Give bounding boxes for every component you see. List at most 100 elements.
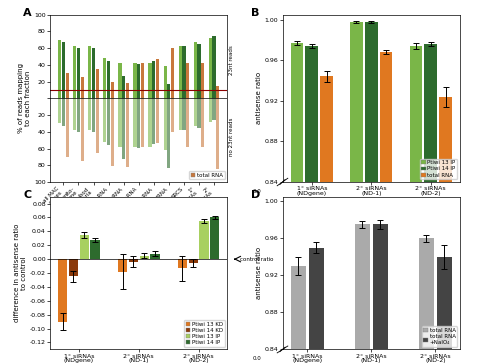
Bar xyxy=(58,98,61,123)
Bar xyxy=(137,64,140,98)
Bar xyxy=(156,98,159,143)
Bar xyxy=(156,59,159,98)
Bar xyxy=(69,259,78,277)
Bar xyxy=(80,98,84,161)
Legend: Ptiwi 13 IP, Ptiwi 14 IP, total RNA: Ptiwi 13 IP, Ptiwi 14 IP, total RNA xyxy=(420,159,457,179)
Bar xyxy=(380,52,392,364)
Bar xyxy=(436,257,452,364)
Bar xyxy=(171,48,174,98)
Bar xyxy=(164,67,166,98)
Bar xyxy=(290,43,303,364)
Bar xyxy=(122,76,126,98)
Bar xyxy=(216,86,220,98)
Text: 0.0: 0.0 xyxy=(252,356,261,361)
Bar xyxy=(198,44,200,98)
Legend: total RNA: total RNA xyxy=(190,171,224,179)
Legend: total RNA, total RNA
+NaIO₄: total RNA, total RNA +NaIO₄ xyxy=(422,327,457,347)
Text: C: C xyxy=(24,190,32,201)
Bar xyxy=(410,46,422,364)
Bar xyxy=(418,238,434,364)
Bar xyxy=(365,22,378,364)
Bar xyxy=(350,22,362,364)
Bar xyxy=(201,98,204,147)
Bar xyxy=(188,259,198,263)
Bar xyxy=(107,98,110,145)
Bar xyxy=(96,98,99,153)
Bar xyxy=(134,98,136,147)
Bar xyxy=(58,259,67,322)
Bar xyxy=(126,98,129,167)
Bar xyxy=(122,98,126,159)
Bar xyxy=(178,259,187,268)
Bar xyxy=(77,98,80,132)
Bar xyxy=(104,98,106,142)
Bar xyxy=(208,98,212,122)
Bar xyxy=(372,224,388,364)
Bar xyxy=(66,98,69,157)
Bar xyxy=(201,63,204,98)
Y-axis label: % of reads mapping
to each fraction: % of reads mapping to each fraction xyxy=(18,63,32,133)
Bar xyxy=(88,98,92,130)
Bar xyxy=(178,98,182,130)
Bar xyxy=(58,40,61,98)
Bar xyxy=(194,42,197,98)
Text: 23nt reads: 23nt reads xyxy=(230,45,234,75)
Bar xyxy=(186,63,190,98)
Bar xyxy=(90,240,100,259)
Bar xyxy=(440,97,452,364)
Bar xyxy=(80,235,89,259)
Bar xyxy=(118,259,127,272)
Bar xyxy=(168,84,170,98)
Bar xyxy=(118,98,122,147)
Bar xyxy=(210,217,220,259)
Bar xyxy=(200,221,208,259)
Bar xyxy=(208,38,212,98)
Bar xyxy=(152,98,156,144)
Bar xyxy=(150,254,160,259)
Bar xyxy=(194,98,197,126)
Bar xyxy=(148,63,152,98)
Bar xyxy=(111,98,114,166)
Bar xyxy=(107,62,110,98)
Y-axis label: difference in antisense ratio
to control: difference in antisense ratio to control xyxy=(14,224,27,322)
Bar xyxy=(178,46,182,98)
Y-axis label: antisense ratio: antisense ratio xyxy=(256,247,262,299)
Bar xyxy=(182,46,186,98)
Bar xyxy=(92,98,95,132)
Bar xyxy=(164,98,166,150)
Bar xyxy=(62,42,65,98)
Bar xyxy=(212,98,216,120)
Bar xyxy=(104,58,106,98)
Bar xyxy=(73,46,76,98)
Text: A: A xyxy=(24,8,32,18)
Bar xyxy=(168,98,170,168)
Bar xyxy=(77,48,80,98)
Bar xyxy=(354,224,370,364)
Bar xyxy=(80,77,84,98)
Bar xyxy=(88,46,92,98)
Bar xyxy=(118,63,122,98)
Bar xyxy=(129,259,138,262)
Bar xyxy=(290,266,306,364)
Bar xyxy=(111,82,114,98)
Bar xyxy=(73,98,76,130)
Bar xyxy=(308,248,324,364)
Text: D: D xyxy=(250,190,260,201)
Text: B: B xyxy=(250,8,259,18)
Legend: Ptiwi 13 KD, Ptiwi 14 KD, Ptiwi 13 IP, Ptiwi 14 IP: Ptiwi 13 KD, Ptiwi 14 KD, Ptiwi 13 IP, P… xyxy=(184,320,224,347)
Y-axis label: antisense ratio: antisense ratio xyxy=(256,72,262,124)
Bar xyxy=(306,46,318,364)
Bar xyxy=(186,98,190,147)
Bar xyxy=(424,44,437,364)
Text: no 23nt reads: no 23nt reads xyxy=(230,118,234,156)
Text: control ratio: control ratio xyxy=(240,257,274,262)
Bar xyxy=(152,60,156,98)
Bar xyxy=(62,98,65,126)
Bar xyxy=(148,98,152,147)
Bar xyxy=(198,98,200,127)
Bar xyxy=(182,98,186,130)
Bar xyxy=(212,36,216,98)
Bar xyxy=(66,73,69,98)
Bar xyxy=(216,98,220,169)
Bar xyxy=(171,98,174,132)
